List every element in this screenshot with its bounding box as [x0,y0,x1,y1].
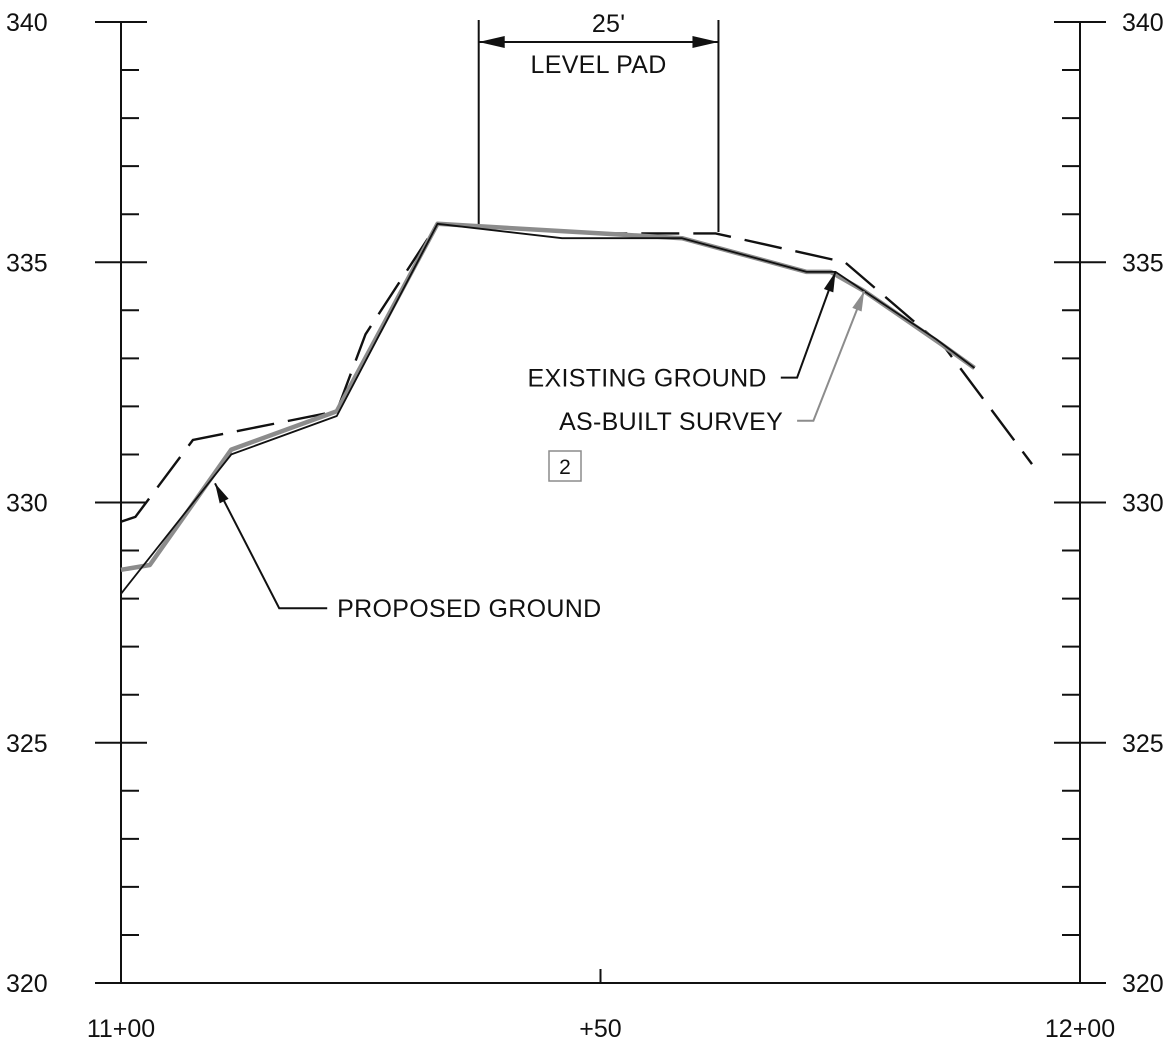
left-tick-label-330: 330 [6,490,48,518]
note-box [548,450,582,482]
as-built-survey-label: AS-BUILT SURVEY [559,408,783,436]
right-tick-label-340: 340 [1122,9,1164,37]
proposed-ground-arrowhead [215,483,229,504]
left-tick-label-320: 320 [6,970,48,998]
proposed-ground-line [120,222,976,595]
level-pad-dimension: 25' LEVEL PAD [477,10,720,232]
existing-ground-label: EXISTING GROUND [528,365,767,393]
left-tick-label-335: 335 [6,249,48,277]
axis-ticks [95,21,1106,984]
as-built-survey-leader [797,290,866,422]
axes [95,21,1106,984]
x-tick-label-11-00: 11+00 [87,1015,155,1043]
left-tick-label-340: 340 [6,9,48,37]
note-number: 2 [559,456,571,479]
right-tick-label-325: 325 [1122,730,1164,758]
x-tick-label-12-00: 12+00 [1045,1015,1115,1043]
dimension-arrowhead-left [478,36,505,48]
dimension-arrowhead-right [692,36,719,48]
dimension-value: 25' [592,10,625,38]
as-built-survey-arrowhead [852,291,865,312]
right-tick-label-330: 330 [1122,490,1164,518]
profile-lines [120,221,1033,595]
proposed-ground-label: PROPOSED GROUND [337,595,601,623]
proposed-ground-leader [214,482,328,610]
dimension-label: LEVEL PAD [531,51,667,79]
x-tick-label-plus-50: +50 [579,1015,621,1043]
left-tick-label-325: 325 [6,730,48,758]
tick-labels: 340 335 330 325 320 340 335 330 325 320 … [6,9,1164,1043]
existing-ground-leader [780,271,837,379]
as-built-survey-line [120,221,976,573]
right-tick-label-320: 320 [1122,970,1164,998]
callouts: EXISTING GROUND AS-BUILT SURVEY PROPOSED… [214,271,866,623]
right-tick-label-335: 335 [1122,249,1164,277]
existing-ground-arrowhead [823,271,836,293]
